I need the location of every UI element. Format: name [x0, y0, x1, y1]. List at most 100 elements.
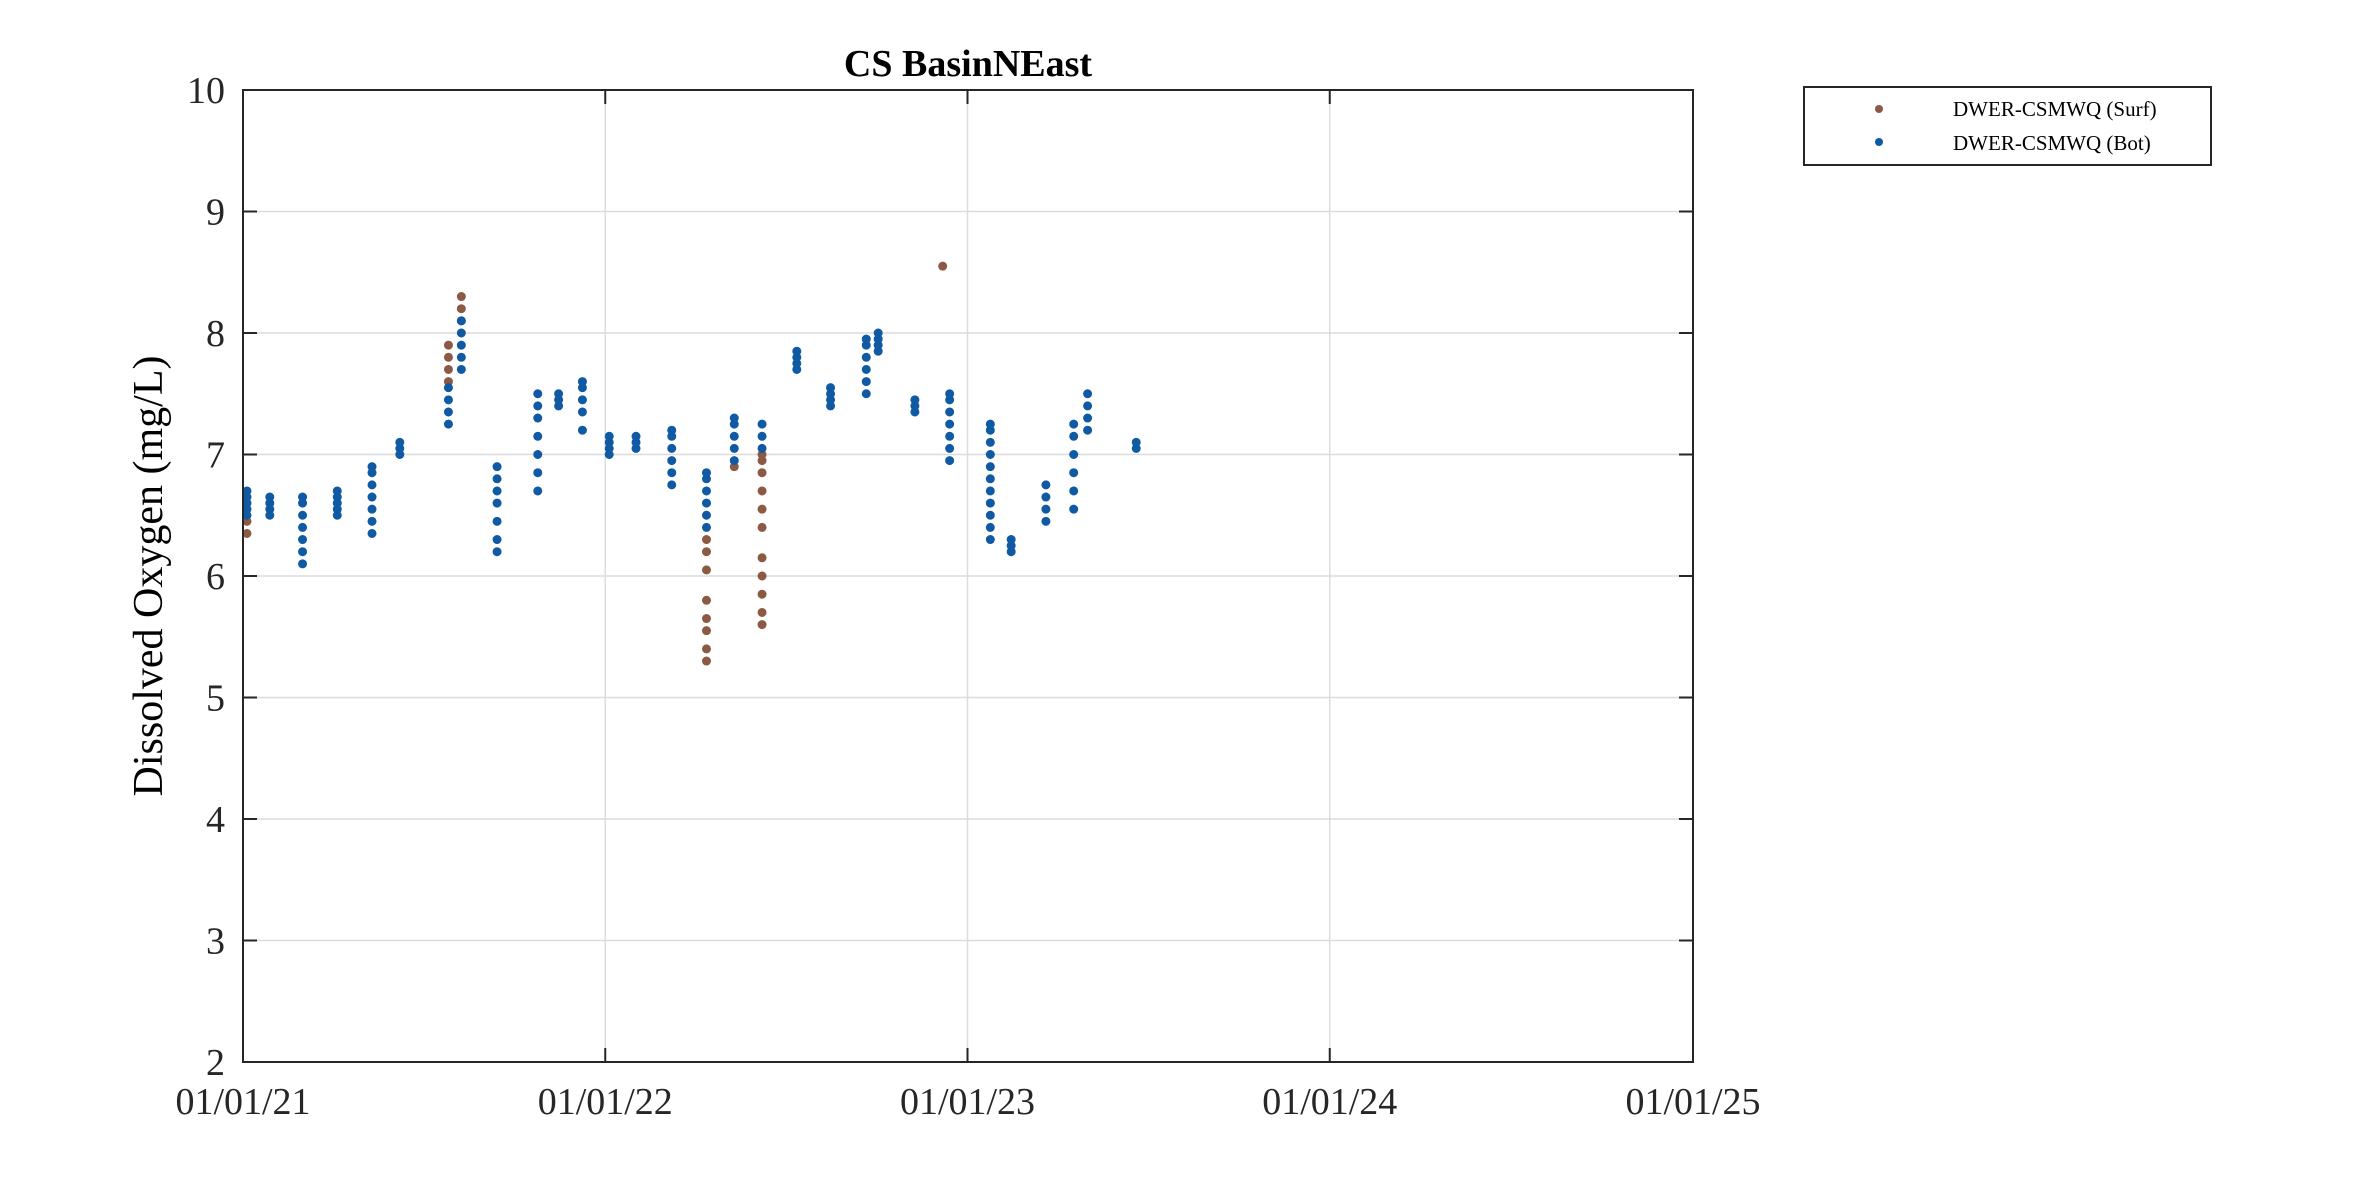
bot-data-point — [1083, 401, 1093, 411]
bot-data-point — [945, 456, 955, 466]
bot-data-point — [367, 480, 377, 490]
legend-marker-surf — [1875, 105, 1883, 113]
bot-data-point — [456, 364, 466, 374]
bot-data-point — [1083, 389, 1093, 399]
bot-data-point — [1041, 516, 1051, 526]
bot-data-point — [492, 547, 502, 557]
bot-data-point — [242, 486, 252, 496]
bot-data-point — [945, 419, 955, 429]
bot-data-point — [631, 431, 641, 441]
surf-data-point — [757, 553, 767, 563]
bot-data-point — [577, 425, 587, 435]
surf-data-point — [443, 364, 453, 374]
bot-data-point — [492, 498, 502, 508]
bot-data-point — [757, 419, 767, 429]
bot-data-point — [729, 431, 739, 441]
bot-data-point — [701, 498, 711, 508]
x-tick-label: 01/01/24 — [1262, 1081, 1397, 1123]
bot-data-point — [577, 407, 587, 417]
bot-data-point — [985, 522, 995, 532]
y-axis-title: Dissolved Oxygen (mg/L) — [126, 356, 172, 797]
bot-data-point — [985, 449, 995, 459]
y-tick-label: 10 — [187, 70, 225, 112]
bot-data-point — [298, 510, 308, 520]
bot-data-point — [873, 328, 883, 338]
bot-data-point — [910, 395, 920, 405]
bot-data-point — [265, 492, 275, 502]
bot-data-point — [1083, 425, 1093, 435]
bot-data-point — [701, 486, 711, 496]
bot-data-point — [667, 443, 677, 453]
bot-data-point — [729, 443, 739, 453]
bot-data-point — [1069, 486, 1079, 496]
bot-data-point — [945, 407, 955, 417]
bot-data-point — [985, 474, 995, 484]
x-tick-labels: 01/01/21 01/01/22 01/01/23 01/01/24 01/01/25 — [175, 1081, 1760, 1123]
bot-data-point — [298, 547, 308, 557]
surf-data-point — [701, 626, 711, 636]
y-tick-label: 5 — [206, 678, 225, 720]
bot-data-point — [298, 559, 308, 569]
bot-data-point — [492, 535, 502, 545]
bot-data-point — [757, 443, 767, 453]
bot-data-point — [367, 462, 377, 472]
legend-label-surf: DWER-CSMWQ (Surf) — [1953, 97, 2157, 121]
bot-data-point — [861, 377, 871, 387]
legend: DWER-CSMWQ (Surf) DWER-CSMWQ (Bot) — [1803, 86, 2212, 166]
bot-data-point — [757, 431, 767, 441]
bot-data-point — [945, 431, 955, 441]
bot-data-point — [729, 456, 739, 466]
bot-data-point — [533, 389, 543, 399]
bot-data-point — [1041, 480, 1051, 490]
bot-data-point — [1041, 504, 1051, 514]
surf-data-point — [757, 486, 767, 496]
bot-data-point — [667, 425, 677, 435]
bot-data-point — [1069, 449, 1079, 459]
y-tick-labels: 2 3 4 5 6 7 8 9 10 — [187, 70, 225, 1084]
bot-data-point — [701, 468, 711, 478]
bot-data-point — [367, 492, 377, 502]
surf-data-point — [701, 656, 711, 666]
bot-data-point — [1006, 535, 1016, 545]
surf-data-point — [443, 340, 453, 350]
surf-data-point — [242, 528, 252, 538]
bot-data-point — [533, 431, 543, 441]
bot-data-point — [456, 328, 466, 338]
bot-data-point — [492, 486, 502, 496]
bot-data-point — [533, 401, 543, 411]
surf-data-point — [757, 504, 767, 514]
bot-data-point — [456, 340, 466, 350]
surf-data-point — [456, 292, 466, 302]
surf-data-point — [757, 607, 767, 617]
bot-data-point — [577, 377, 587, 387]
bot-data-point — [367, 528, 377, 538]
surf-data-point — [701, 614, 711, 624]
bot-data-point — [554, 389, 564, 399]
bot-data-point — [667, 480, 677, 490]
bot-data-point — [367, 516, 377, 526]
chart-title: CS BasinNEast — [844, 43, 1092, 85]
bot-data-point — [985, 510, 995, 520]
bot-data-point — [985, 535, 995, 545]
bot-data-point — [1069, 431, 1079, 441]
bot-data-point — [533, 486, 543, 496]
bot-data-point — [1041, 492, 1051, 502]
surf-data-point — [701, 565, 711, 575]
legend-label-bot: DWER-CSMWQ (Bot) — [1953, 131, 2151, 155]
bot-data-point — [456, 316, 466, 326]
bot-data-point — [985, 486, 995, 496]
bot-data-point — [1069, 419, 1079, 429]
bot-data-point — [298, 492, 308, 502]
y-tick-label: 3 — [206, 921, 225, 963]
bot-data-point — [577, 395, 587, 405]
bot-data-point — [861, 389, 871, 399]
bot-data-point — [792, 346, 802, 356]
bot-data-point — [533, 413, 543, 423]
y-tick-label: 6 — [206, 556, 225, 598]
y-tick-label: 8 — [206, 313, 225, 355]
legend-box — [1803, 86, 2212, 166]
bot-data-point — [1069, 468, 1079, 478]
bot-data-point — [1083, 413, 1093, 423]
